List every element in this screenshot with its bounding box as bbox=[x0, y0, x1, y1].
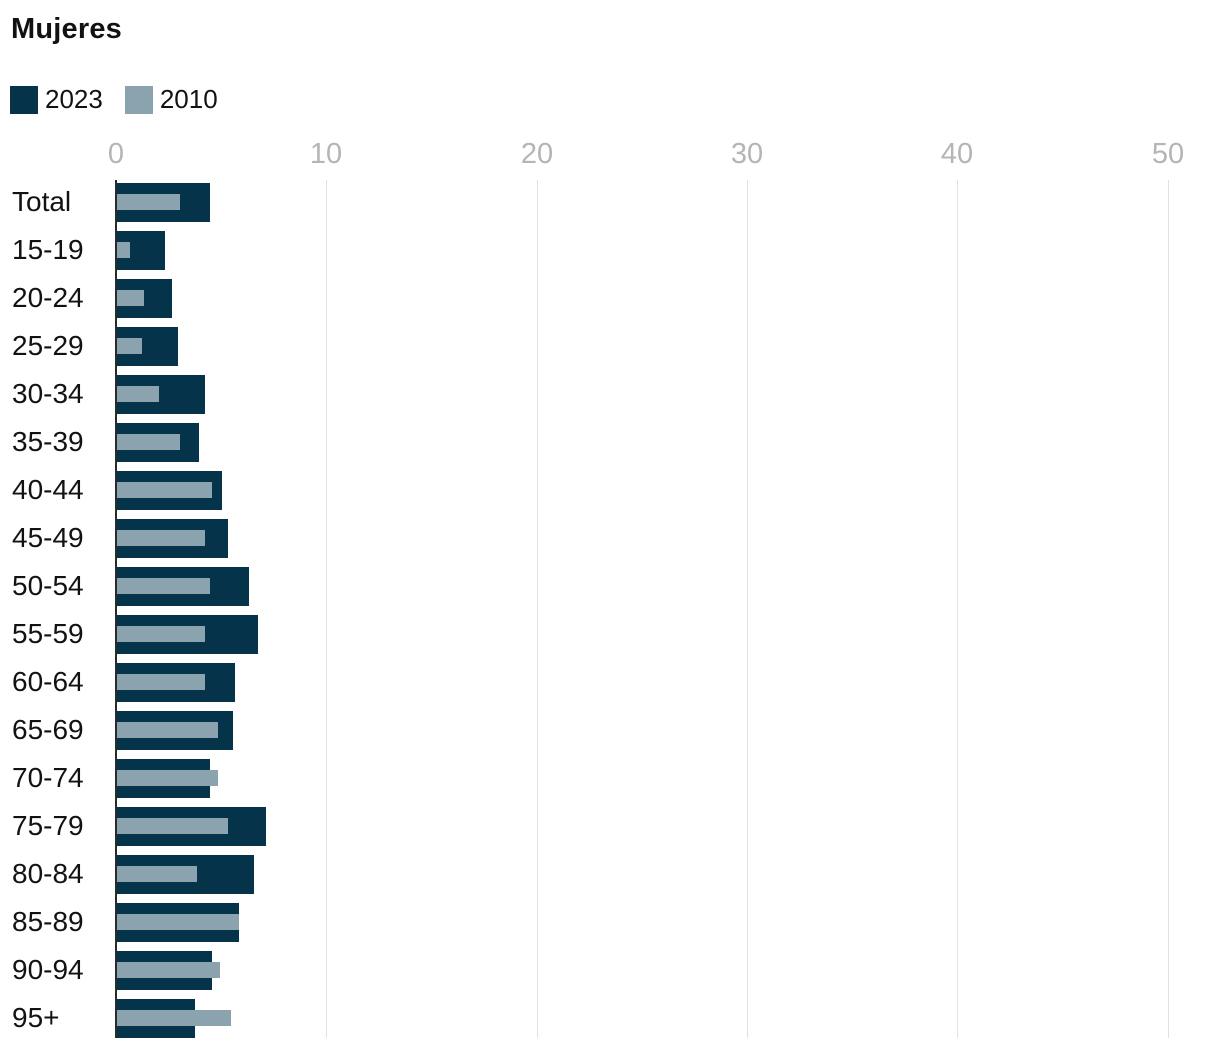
gridline-20 bbox=[537, 180, 538, 1038]
x-tick-label-20: 20 bbox=[520, 138, 554, 170]
bar-2010-45-49 bbox=[117, 530, 205, 547]
bar-2010-20-24 bbox=[117, 290, 144, 307]
bar-2010-80-84 bbox=[117, 866, 197, 883]
x-tick-label-0: 0 bbox=[107, 138, 125, 170]
bar-2010-70-74 bbox=[117, 770, 218, 787]
gridline-10 bbox=[326, 180, 327, 1038]
row-label-55-59: 55-59 bbox=[12, 618, 84, 650]
x-tick-label-30: 30 bbox=[730, 138, 764, 170]
row-label-60-64: 60-64 bbox=[12, 666, 84, 698]
x-tick-label-40: 40 bbox=[940, 138, 974, 170]
bar-2010-25-29 bbox=[117, 338, 142, 355]
bar-2010-60-64 bbox=[117, 674, 205, 691]
gridline-40 bbox=[957, 180, 958, 1038]
bar-2010-65-69 bbox=[117, 722, 218, 739]
y-axis-line bbox=[115, 180, 117, 1038]
row-label-85-89: 85-89 bbox=[12, 906, 84, 938]
bar-2010-15-19 bbox=[117, 242, 130, 259]
bar-2010-Total bbox=[117, 194, 180, 211]
gridline-30 bbox=[747, 180, 748, 1038]
legend-label-2023: 2023 bbox=[45, 84, 103, 114]
bar-2010-55-59 bbox=[117, 626, 205, 643]
row-label-45-49: 45-49 bbox=[12, 522, 84, 554]
row-label-90-94: 90-94 bbox=[12, 954, 84, 986]
gridline-50 bbox=[1168, 180, 1169, 1038]
row-label-80-84: 80-84 bbox=[12, 858, 84, 890]
row-label-35-39: 35-39 bbox=[12, 426, 84, 458]
legend-swatch-2023 bbox=[10, 85, 38, 114]
row-label-95+: 95+ bbox=[12, 1002, 60, 1034]
x-tick-label-10: 10 bbox=[309, 138, 343, 170]
legend-item-2010: 2010 bbox=[124, 84, 218, 115]
bar-2010-85-89 bbox=[117, 914, 239, 931]
x-tick-label-50: 50 bbox=[1151, 138, 1185, 170]
chart-title: Mujeres bbox=[11, 13, 122, 45]
row-label-20-24: 20-24 bbox=[12, 282, 84, 314]
row-label-40-44: 40-44 bbox=[12, 474, 84, 506]
bar-2010-50-54 bbox=[117, 578, 210, 595]
row-label-65-69: 65-69 bbox=[12, 714, 84, 746]
row-label-30-34: 30-34 bbox=[12, 378, 84, 410]
legend-label-2010: 2010 bbox=[159, 84, 218, 114]
bar-2010-90-94 bbox=[117, 962, 220, 979]
bar-2010-40-44 bbox=[117, 482, 212, 499]
bar-2010-75-79 bbox=[117, 818, 228, 835]
bar-2010-35-39 bbox=[117, 434, 180, 451]
legend: 2023 2010 bbox=[10, 84, 218, 115]
row-label-75-79: 75-79 bbox=[12, 810, 84, 842]
row-label-Total: Total bbox=[12, 186, 72, 218]
row-label-15-19: 15-19 bbox=[12, 234, 84, 266]
row-label-70-74: 70-74 bbox=[12, 762, 84, 794]
row-label-25-29: 25-29 bbox=[12, 330, 84, 362]
legend-swatch-2010 bbox=[124, 85, 153, 114]
bar-2010-30-34 bbox=[117, 386, 159, 403]
row-label-50-54: 50-54 bbox=[12, 570, 84, 602]
bar-2010-95+ bbox=[117, 1010, 231, 1027]
legend-item-2023: 2023 bbox=[10, 84, 103, 115]
